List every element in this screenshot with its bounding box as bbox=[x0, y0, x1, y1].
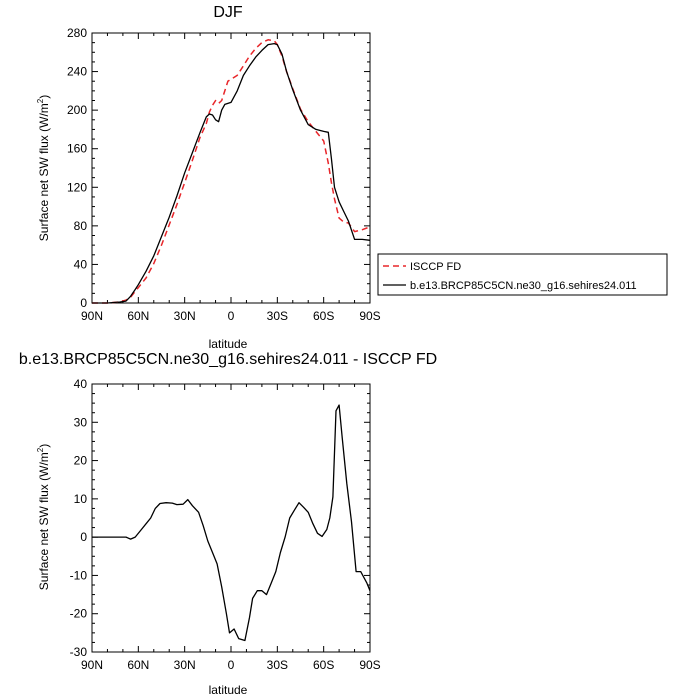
bottom-plot-area: 90N 60N 30N 0 30S 60S 90S -30 -20 -10 0 10 20 30 40 bbox=[70, 377, 381, 672]
bottom-x-tick-label: 60N bbox=[127, 658, 149, 672]
top-x-tick-label: 60S bbox=[313, 309, 334, 323]
bottom-y-tick-label: 0 bbox=[80, 530, 87, 544]
top-y-label-main: Surface net SW flux (W/m bbox=[37, 103, 51, 241]
top-plot-area: 90N 60N 30N 0 30S 60S 90S 0 40 80 120 160 200 240 280 bbox=[67, 26, 381, 323]
bottom-y-tick-label: -10 bbox=[70, 568, 88, 582]
bottom-x-tick-label: 90N bbox=[81, 658, 103, 672]
legend-box bbox=[377, 253, 668, 296]
bottom-y-axis-label: Surface net SW flux (W/m2) bbox=[36, 444, 51, 590]
top-panel: DJF 90N 60N 30N 0 30S 60S 90S 0 40 80 120 160 200 240… bbox=[36, 4, 668, 351]
top-y-tick-label: 0 bbox=[80, 296, 87, 310]
bottom-x-tick-label: 60S bbox=[313, 658, 334, 672]
top-y-tick-label: 80 bbox=[74, 219, 88, 233]
chart-legend: ISCCP FD b.e13.BRCP85C5CN.ne30_g16.sehir… bbox=[377, 253, 668, 296]
bottom-panel: b.e13.BRCP85C5CN.ne30_g16.sehires24.011 … bbox=[19, 351, 437, 697]
top-y-tick-label: 240 bbox=[67, 65, 87, 79]
bottom-y-label-main: Surface net SW flux (W/m bbox=[37, 452, 51, 590]
bottom-x-tick-label: 30S bbox=[267, 658, 288, 672]
bottom-x-tick-label: 30N bbox=[174, 658, 196, 672]
top-y-tick-label: 200 bbox=[67, 103, 87, 117]
top-y-tick-label: 280 bbox=[67, 26, 87, 40]
top-chart-title: DJF bbox=[213, 4, 243, 21]
bottom-y-tick-label: 40 bbox=[74, 377, 88, 391]
legend-label-model: b.e13.BRCP85C5CN.ne30_g16.sehires24.011 bbox=[410, 280, 637, 292]
top-x-tick-label: 30S bbox=[267, 309, 288, 323]
top-plot-frame bbox=[91, 32, 371, 304]
top-y-label-close: ) bbox=[37, 95, 51, 99]
bottom-x-axis-label: latitude bbox=[209, 683, 248, 697]
top-y-tick-label: 120 bbox=[67, 180, 87, 194]
top-x-tick-label: 30N bbox=[174, 309, 196, 323]
bottom-x-tick-label: 90S bbox=[359, 658, 380, 672]
bottom-y-tick-label: 20 bbox=[74, 454, 88, 468]
bottom-chart-title: b.e13.BRCP85C5CN.ne30_g16.sehires24.011 … bbox=[19, 351, 437, 368]
bottom-y-tick-label: 30 bbox=[74, 415, 88, 429]
bottom-y-label-close: ) bbox=[37, 444, 51, 448]
top-series-line-isccp-fd bbox=[92, 39, 371, 304]
bottom-y-tick-label: 10 bbox=[74, 492, 88, 506]
top-series-line-b-e13-brcp85c5cn-ne30-g16-sehires24-011 bbox=[92, 42, 371, 304]
top-x-tick-label: 90S bbox=[359, 309, 380, 323]
top-x-tick-label: 90N bbox=[81, 309, 103, 323]
bottom-y-tick-label: -20 bbox=[70, 607, 88, 621]
legend-label-isccp: ISCCP FD bbox=[410, 261, 461, 273]
bottom-plot-frame bbox=[91, 383, 371, 653]
top-x-tick-label: 0 bbox=[228, 309, 235, 323]
bottom-y-tick-label: -30 bbox=[70, 645, 88, 659]
bottom-x-tick-label: 0 bbox=[228, 658, 235, 672]
top-y-tick-label: 160 bbox=[67, 142, 87, 156]
top-x-tick-label: 60N bbox=[127, 309, 149, 323]
top-x-axis-label: latitude bbox=[209, 337, 248, 351]
bottom-y-label-sup: 2 bbox=[36, 447, 45, 452]
top-y-axis-label: Surface net SW flux (W/m2) bbox=[36, 95, 51, 241]
top-y-tick-label: 40 bbox=[74, 257, 88, 271]
bottom-series-line-difference bbox=[92, 404, 371, 642]
top-y-label-sup: 2 bbox=[36, 98, 45, 103]
